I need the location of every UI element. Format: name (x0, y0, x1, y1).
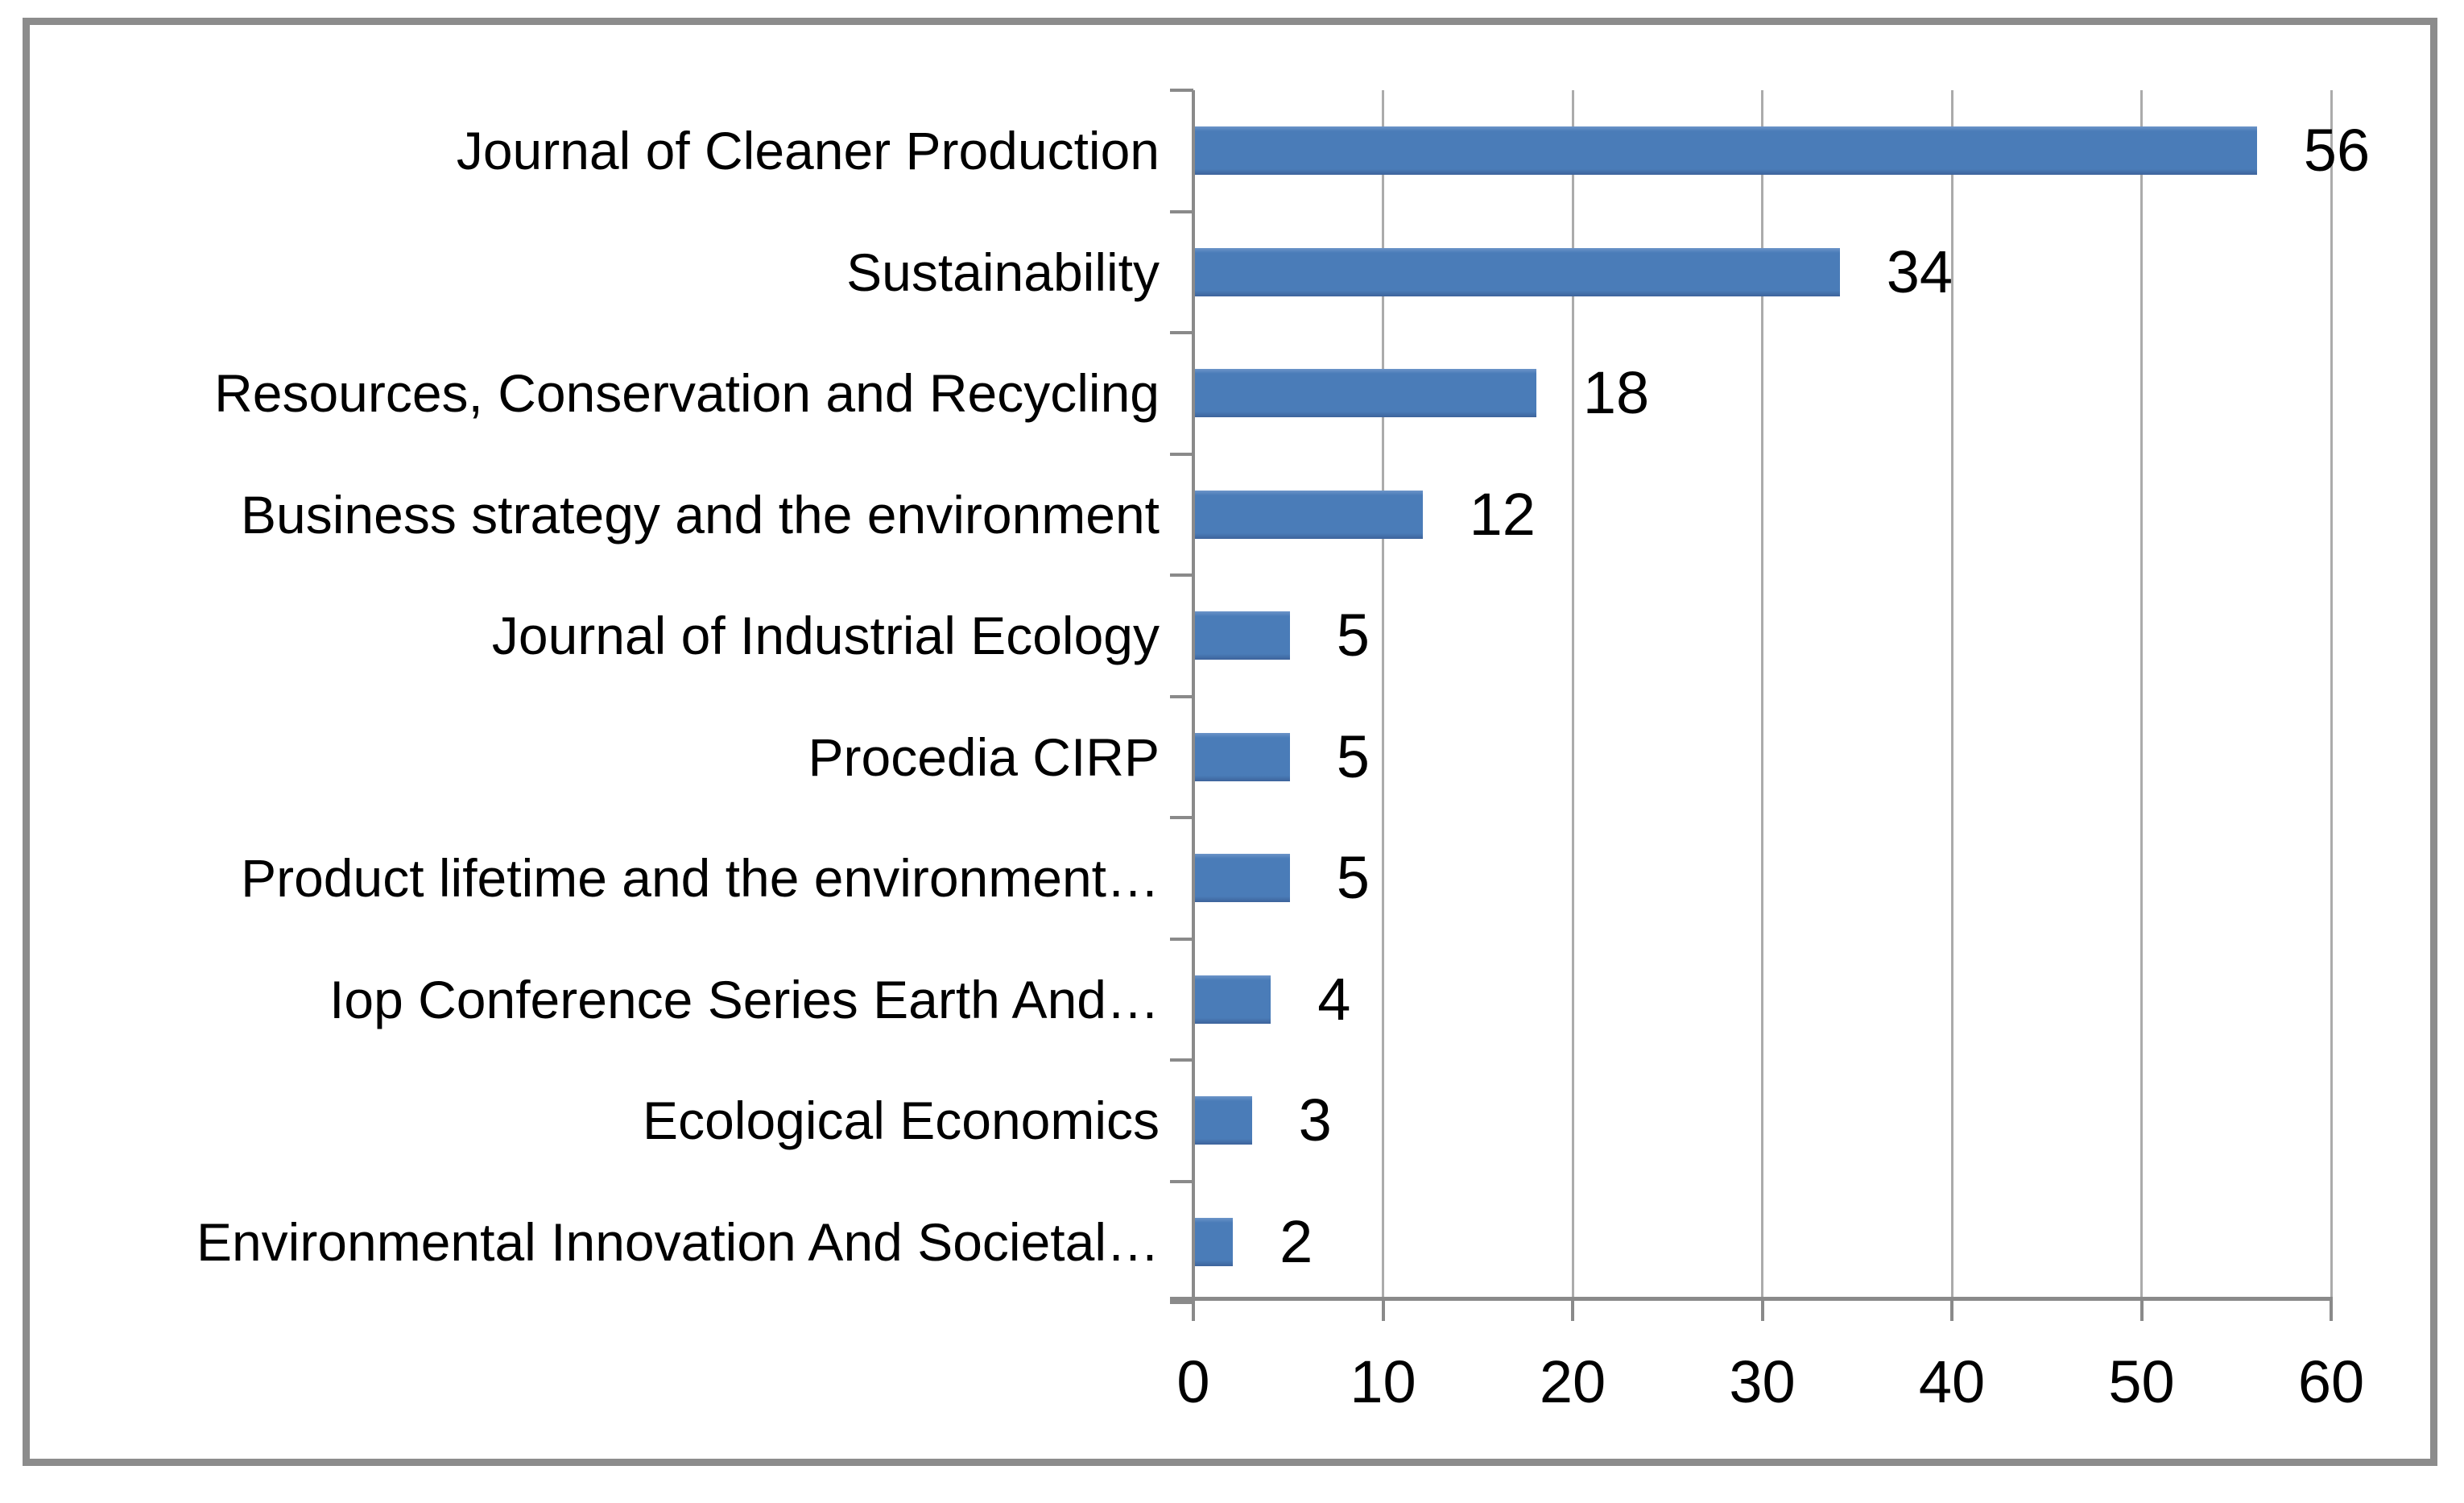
x-axis-tick-20 (1571, 1298, 1574, 1321)
x-axis-tick-label: 10 (1350, 1348, 1416, 1415)
y-axis-tick (1170, 1179, 1193, 1183)
bar-value-label: 5 (1336, 723, 1370, 790)
gridline-x50 (2140, 90, 2143, 1298)
x-axis-tick-label: 50 (2108, 1348, 2175, 1415)
x-axis-tick-60 (2330, 1298, 2333, 1321)
x-axis-tick-40 (1950, 1298, 1953, 1321)
bar-value-label: 5 (1336, 602, 1370, 669)
bar-1 (1195, 126, 2257, 176)
y-axis-tick (1170, 452, 1193, 456)
bar-9 (1195, 1096, 1252, 1145)
category-label: Resources, Conservation and Recycling (214, 363, 1160, 424)
bar-4 (1195, 490, 1423, 539)
y-axis-tick (1170, 694, 1193, 698)
x-axis-tick-label: 0 (1176, 1348, 1210, 1415)
bar-6 (1195, 732, 1290, 781)
bar-10 (1195, 1217, 1234, 1266)
bar-value-label: 18 (1582, 359, 1650, 427)
gridline-x10 (1382, 90, 1384, 1298)
y-axis-tick (1170, 937, 1193, 941)
x-axis-line (1170, 1297, 2333, 1301)
bar-value-label: 5 (1336, 844, 1370, 912)
bar-value-label: 2 (1280, 1207, 1313, 1275)
category-label: Product lifetime and the environment… (241, 848, 1160, 909)
x-axis-tick-label: 60 (2297, 1348, 2365, 1415)
category-label: Sustainability (846, 242, 1160, 302)
x-axis-tick-50 (2139, 1298, 2144, 1321)
category-label: Procedia CIRP (808, 727, 1160, 787)
bar-value-label: 4 (1317, 965, 1351, 1033)
gridline-x20 (1571, 90, 1574, 1298)
bar-8 (1195, 975, 1271, 1024)
x-axis-tick-10 (1381, 1298, 1385, 1321)
y-axis-tick (1170, 331, 1193, 334)
category-label: Business strategy and the environment (241, 484, 1160, 544)
gridline-x30 (1761, 90, 1763, 1298)
category-label: Journal of Cleaner Production (456, 121, 1160, 181)
category-label: Environmental Innovation And Societal… (196, 1211, 1160, 1272)
bar-value-label: 56 (2303, 117, 2371, 184)
category-label: Iop Conference Series Earth And… (329, 969, 1160, 1029)
y-axis-tick (1170, 1301, 1193, 1304)
x-axis-tick-label: 20 (1539, 1348, 1606, 1415)
y-axis-tick (1170, 816, 1193, 819)
bar-2 (1195, 247, 1840, 296)
gridline-x40 (1950, 90, 1953, 1298)
category-label: Ecological Economics (643, 1091, 1160, 1151)
bar-value-label: 12 (1469, 480, 1536, 548)
y-axis-tick (1170, 573, 1193, 577)
y-axis-tick (1170, 209, 1193, 213)
x-axis-tick-label: 30 (1729, 1348, 1796, 1415)
category-label: Journal of Industrial Ecology (491, 606, 1160, 666)
x-axis-tick-30 (1760, 1298, 1764, 1321)
bar-7 (1195, 854, 1290, 903)
y-axis-tick (1170, 89, 1193, 92)
bar-value-label: 3 (1298, 1087, 1332, 1154)
gridline-x60 (2330, 90, 2333, 1298)
bar-3 (1195, 369, 1536, 418)
x-axis-tick-label: 40 (1918, 1348, 1986, 1415)
y-axis-line (1192, 90, 1195, 1298)
bar-5 (1195, 611, 1290, 660)
bar-value-label: 34 (1886, 238, 1953, 305)
x-axis-tick-0 (1192, 1298, 1195, 1321)
y-axis-tick (1170, 1058, 1193, 1062)
